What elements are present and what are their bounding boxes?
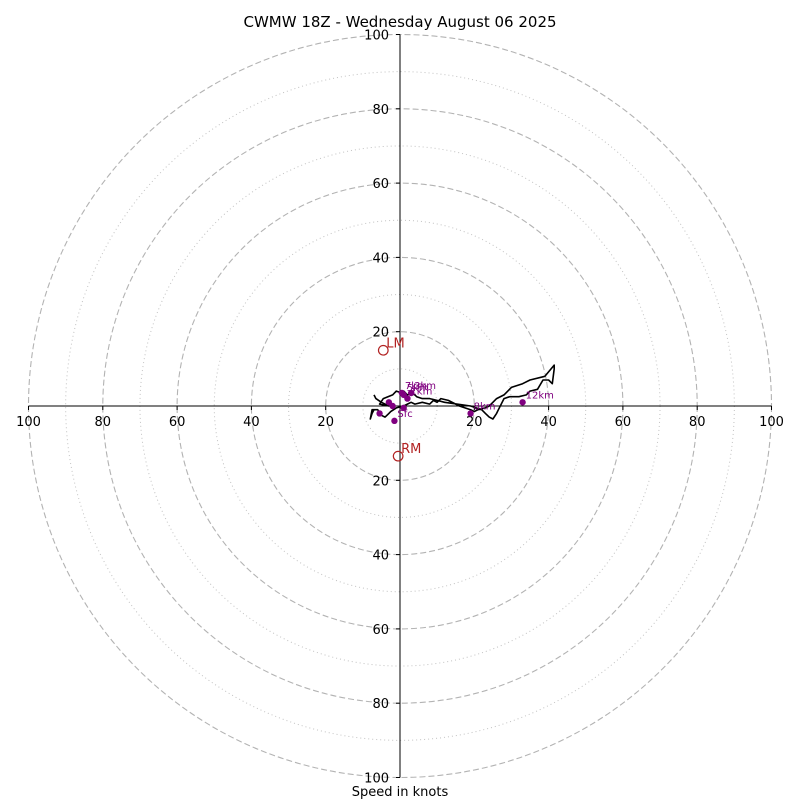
storm-motion-label: LM [386,336,404,351]
x-tick-label: 60 [615,415,632,430]
height-marker-point [467,410,474,417]
y-tick-label: 60 [372,177,389,192]
y-tick-label: 60 [372,623,389,638]
x-tick-label: 60 [169,415,186,430]
height-marker-label: 8km [474,401,496,412]
storm-motion-label: RM [401,442,421,457]
chart-title: CWMW 18Z - Wednesday August 06 2025 [243,13,556,31]
storm-motion-markers: LM RM [377,336,421,462]
x-axis-label: Speed in knots [352,785,449,800]
height-marker-point [376,410,383,417]
height-marker-label: 1km [410,387,432,398]
y-tick-label: 40 [372,251,389,266]
y-tick-label: 20 [372,474,389,489]
height-marker-point [398,389,406,397]
x-tick-label: 40 [540,415,557,430]
y-tick-label: 80 [372,103,389,118]
height-marker-point [519,399,526,406]
height-marker-point [407,389,415,397]
axes [28,34,772,778]
x-tick-label: 80 [689,415,706,430]
storm-motion-point [392,450,404,462]
height-marker-label: 5km [407,383,429,394]
height-marker-label: 3km [414,381,436,392]
x-tick-labels: 100 80 60 40 20 20 40 60 80 100 [16,406,784,430]
x-tick-label: 20 [317,415,334,430]
storm-motion-point [377,344,389,356]
height-marker-label: 12km [526,390,554,401]
x-tick-label: 40 [243,415,260,430]
y-tick-label: 20 [372,326,389,341]
height-marker-point [391,417,398,425]
height-marker-label: 7km [405,381,427,392]
y-tick-label: 40 [372,549,389,564]
y-tick-label: 80 [372,697,389,712]
y-tick-label: 100 [364,772,389,787]
height-marker-point [400,404,407,412]
x-tick-label: 80 [95,415,112,430]
x-tick-label: 100 [16,415,41,430]
height-marker-point [389,402,396,410]
x-tick-label: 100 [759,415,784,430]
y-tick-label: 100 [364,29,389,44]
height-marker-label: Sfc [397,409,412,420]
y-tick-labels: 100 80 60 40 20 20 40 60 80 100 [364,29,400,787]
x-tick-label: 20 [466,415,483,430]
